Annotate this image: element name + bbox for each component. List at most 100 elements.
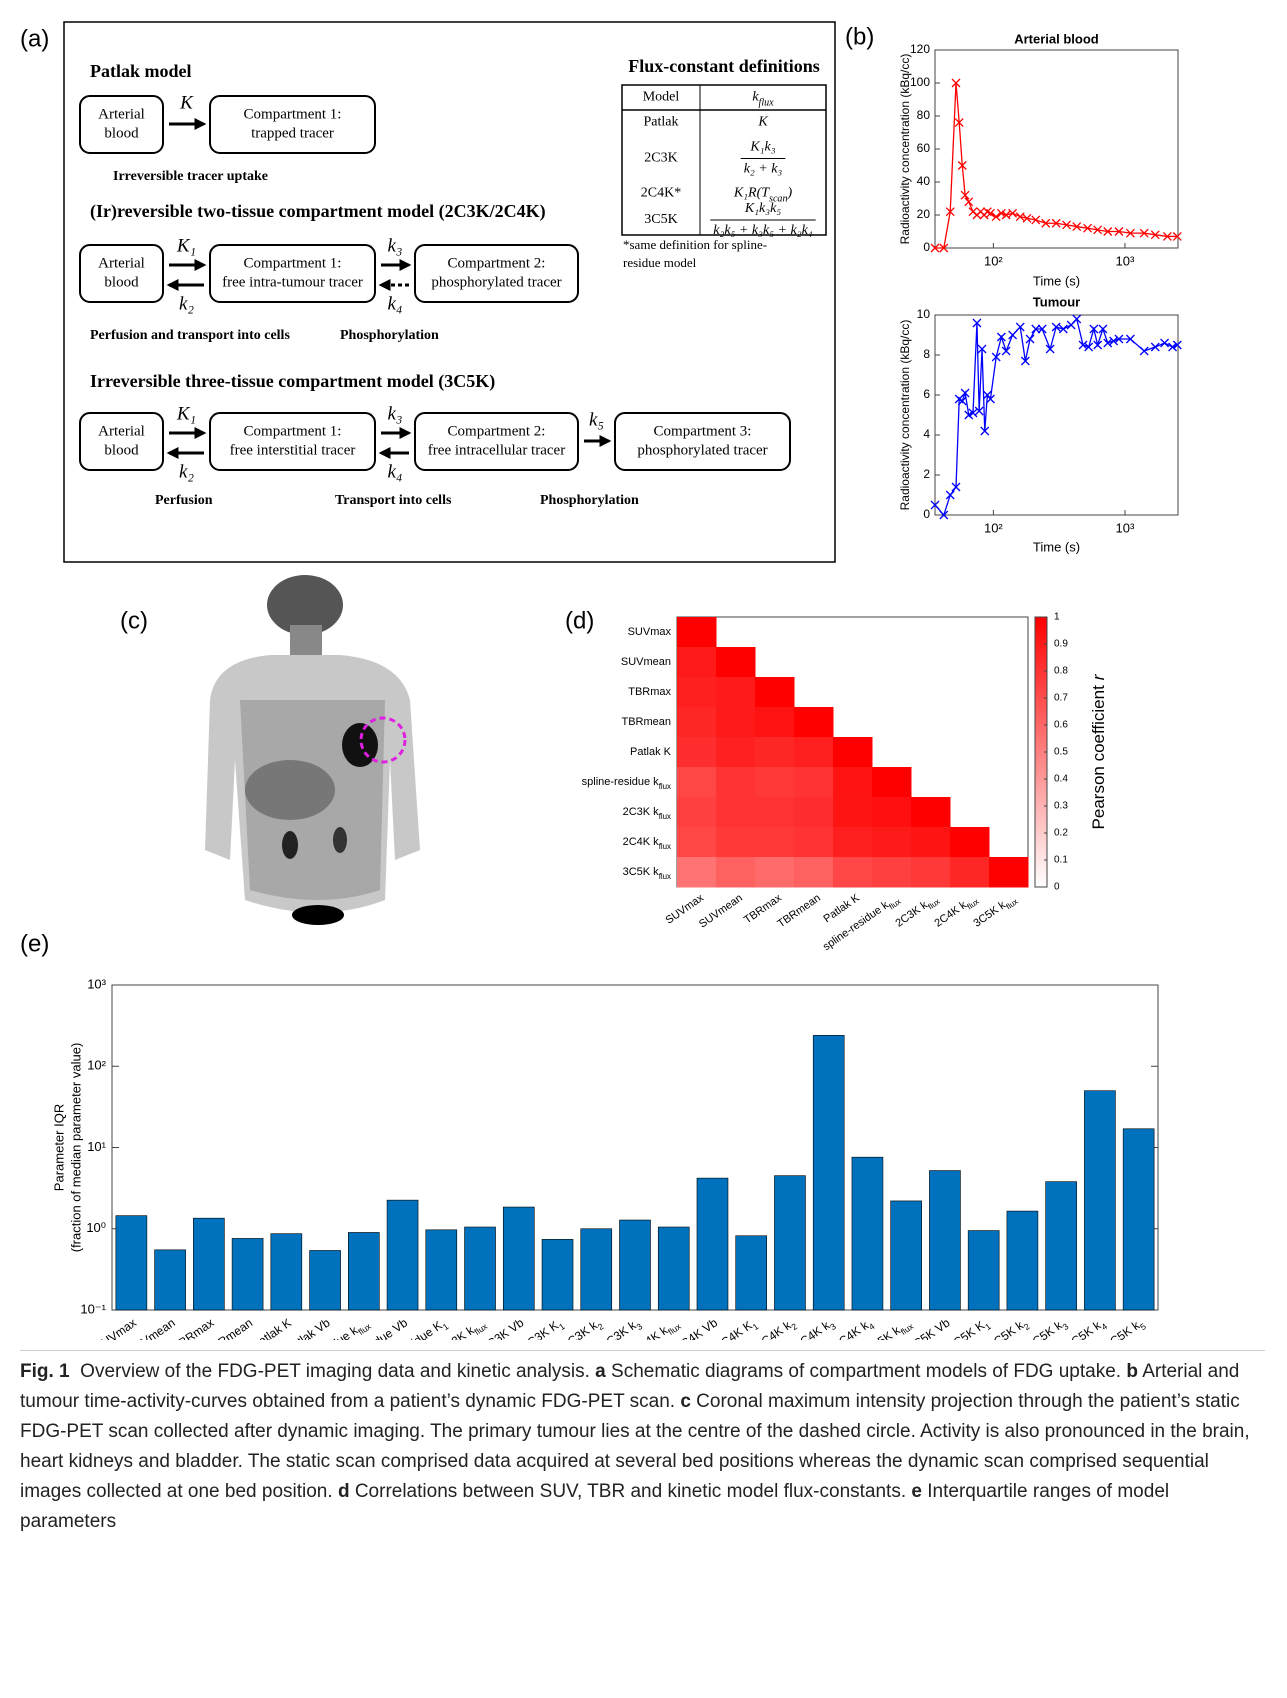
x-tick-label: 2C4K k4 [831, 1315, 877, 1340]
column-label: 2C3K kflux [893, 892, 941, 932]
compartment-label: Compartment 3: [654, 423, 752, 439]
heatmap-cell [872, 797, 912, 828]
caption-bold: e [911, 1481, 922, 1502]
y-axis-label: Radioactivity concentration (kBq/cc) [898, 54, 912, 245]
model-title: Irreversible three-tissue compartment mo… [90, 371, 495, 392]
bar [1046, 1182, 1077, 1310]
compartment-label: blood [104, 274, 139, 290]
x-tick-label: TBRmax [170, 1316, 216, 1340]
plot-frame [935, 50, 1178, 248]
column-label: SUVmean [697, 892, 745, 931]
bar [193, 1218, 224, 1310]
compartment-label: Compartment 1: [244, 423, 342, 439]
table-cell-part: flux [759, 97, 775, 108]
table-title: Flux-constant definitions [628, 56, 820, 76]
row-label-part: 2C4K k [623, 836, 660, 848]
caption-bold: b [1126, 1361, 1138, 1382]
column-label: 3C5K kflux [971, 892, 1019, 932]
heatmap-cell [872, 767, 912, 798]
colorbar-tick-label: 0.2 [1054, 828, 1068, 839]
column-label: 2C4K kflux [932, 892, 980, 932]
bar [813, 1035, 844, 1310]
row-label-part: spline-residue k [582, 776, 660, 788]
row-label-part: flux [659, 872, 671, 881]
x-tick-label: 3C5K k4 [1063, 1315, 1109, 1340]
compartment-label: phosphorylated tracer [637, 442, 767, 458]
row-label-part: flux [659, 842, 671, 851]
x-tick-label-part: 2C4K K [713, 1318, 755, 1340]
y-tick-label: 20 [917, 207, 931, 221]
y-tick-label: 2 [923, 467, 930, 481]
heatmap-cell [716, 797, 756, 828]
compartment-label: Compartment 2: [448, 255, 546, 271]
colorbar-label-part: Pearson coefficient [1089, 685, 1108, 830]
colorbar-tick-label: 0.6 [1054, 720, 1068, 731]
compartment-label: Compartment 1: [244, 106, 342, 122]
heatmap-cell [794, 767, 834, 798]
colorbar-label: Pearson coefficientr [1089, 673, 1108, 829]
heatmap-cell [677, 647, 717, 678]
heatmap-cell [755, 797, 795, 828]
x-tick-label: 3C5K k3 [1024, 1315, 1070, 1340]
heatmap-cell [755, 677, 795, 708]
rate-label: k₃ [387, 403, 402, 424]
x-tick-label: SUVmax [92, 1316, 139, 1340]
caption-text: Overview of the FDG-PET imaging data and… [70, 1361, 596, 1382]
colorbar-tick-label: 0.3 [1054, 801, 1068, 812]
heatmap-cell [833, 797, 873, 828]
table-cell: K [757, 115, 768, 130]
x-tick-label: 10² [984, 253, 1003, 268]
process-caption: Irreversible tracer uptake [113, 169, 268, 184]
x-tick-label: 2C3K k3 [598, 1315, 644, 1340]
colorbar-tick-label: 0.7 [1054, 693, 1068, 704]
table-note: residue model [623, 255, 697, 270]
bar [310, 1250, 341, 1310]
x-tick-label: 2C3K K1 [519, 1315, 567, 1340]
table-cell: 3C5K [644, 212, 677, 227]
heatmap-cell [833, 767, 873, 798]
heatmap-cell [716, 767, 756, 798]
bar [348, 1232, 379, 1310]
bar [503, 1207, 534, 1310]
bar [658, 1227, 689, 1310]
row-label: 3C5K kflux [623, 866, 671, 881]
bar [891, 1201, 922, 1310]
process-caption: Perfusion and transport into cells [90, 328, 290, 343]
process-caption: Phosphorylation [340, 328, 439, 343]
heatmap-cell [677, 797, 717, 828]
panel-label: (d) [565, 607, 594, 634]
figure: (a) (b) (c) (d) (e) Patlak modelArterial… [0, 0, 1287, 1340]
y-tick-label: 6 [923, 387, 930, 401]
pet-image [190, 575, 452, 927]
heatmap-cell [911, 827, 951, 858]
colorbar-tick-label: 0 [1054, 882, 1060, 893]
row-label-part: flux [659, 782, 671, 791]
heatmap-cell [794, 737, 834, 768]
model-title: (Ir)reversible two-tissue compartment mo… [90, 201, 546, 222]
x-tick-label: 10³ [1116, 253, 1135, 268]
heatmap-cell [950, 827, 990, 858]
row-label: TBRmax [628, 686, 671, 698]
x-tick-label: 2C4K K1 [713, 1315, 761, 1340]
rate-label: k₃ [387, 235, 402, 256]
bar [465, 1227, 496, 1310]
rate-label: k₅ [589, 409, 604, 430]
y-tick-label: 4 [923, 427, 930, 441]
bar [116, 1216, 147, 1310]
caption-bold: d [338, 1481, 350, 1502]
table-cell: kflux [752, 90, 774, 109]
row-label: 2C3K kflux [623, 806, 671, 821]
colorbar-tick-label: 0.4 [1054, 774, 1068, 785]
rate-label: k₂ [179, 293, 194, 314]
chart-title: Arterial blood [1014, 31, 1099, 46]
row-label-part: 3C5K k [623, 866, 660, 878]
heatmap-cell [677, 617, 717, 648]
heatmap-cell [716, 707, 756, 738]
heatmap-cell [677, 737, 717, 768]
y-tick-label: 100 [910, 75, 930, 89]
table-cell: 2C4K* [641, 186, 681, 201]
row-label: 2C4K kflux [623, 836, 671, 851]
caption-bold: Fig. 1 [20, 1361, 70, 1382]
column-label-part: spline-residue k [821, 899, 891, 953]
model-title: Patlak model [90, 61, 192, 81]
